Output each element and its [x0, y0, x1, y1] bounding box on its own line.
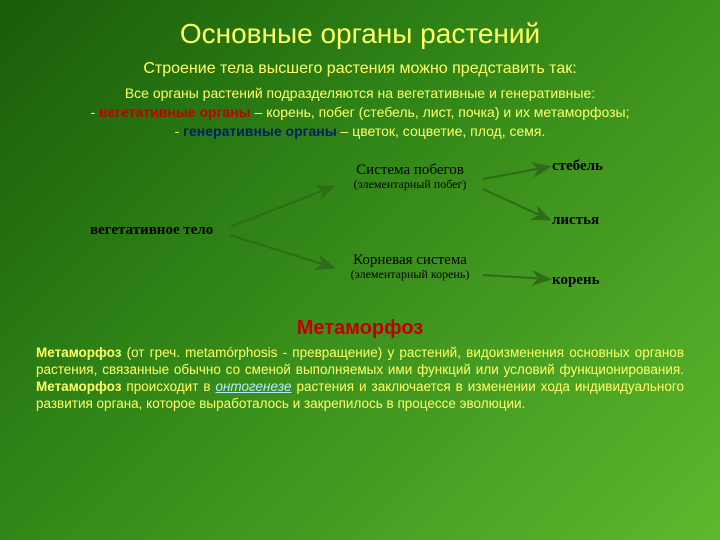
shoot-system-label: Система побегов — [335, 163, 485, 179]
gen-term: генеративные органы — [183, 123, 337, 139]
diagram: вегетативное тело Система побегов (элеме… — [80, 145, 640, 315]
shoot-system-sub: (элементарный побег) — [335, 178, 485, 191]
root-system-sub: (элементарный корень) — [335, 268, 485, 281]
para-term1: Метаморфоз — [36, 345, 121, 360]
page-title: Основные органы растений — [36, 18, 684, 50]
para-s1: (от греч. metamórphosis - превращение) у… — [36, 345, 684, 377]
veg-term: вегетативные органы — [99, 104, 251, 120]
intro-block: Все органы растений подразделяются на ве… — [36, 84, 684, 141]
intro-line1: Все органы растений подразделяются на ве… — [125, 85, 595, 101]
para-s2: происходит в — [121, 379, 215, 394]
para-term2: Метаморфоз — [36, 379, 121, 394]
veg-rest: – корень, побег (стебель, лист, почка) и… — [251, 104, 630, 120]
node-root-system: Корневая система (элементарный корень) — [335, 253, 485, 281]
root-system-label: Корневая система — [335, 253, 485, 269]
subtitle: Строение тела высшего растения можно пре… — [36, 60, 684, 78]
veg-prefix: - — [90, 104, 99, 120]
node-shoot-system: Система побегов (элементарный побег) — [335, 163, 485, 191]
ontogenesis-link[interactable]: онтогенезе — [216, 379, 292, 394]
metamorphosis-paragraph: Метаморфоз (от греч. metamórphosis - пре… — [36, 344, 684, 413]
node-leaves: листья — [552, 213, 632, 229]
node-stem: стебель — [552, 159, 632, 175]
gen-rest: – цветок, соцветие, плод, семя. — [337, 123, 546, 139]
gen-prefix: - — [175, 123, 184, 139]
section-heading: Метаморфоз — [36, 317, 684, 340]
node-root: вегетативное тело — [90, 223, 240, 239]
node-root-leaf: корень — [552, 273, 632, 289]
